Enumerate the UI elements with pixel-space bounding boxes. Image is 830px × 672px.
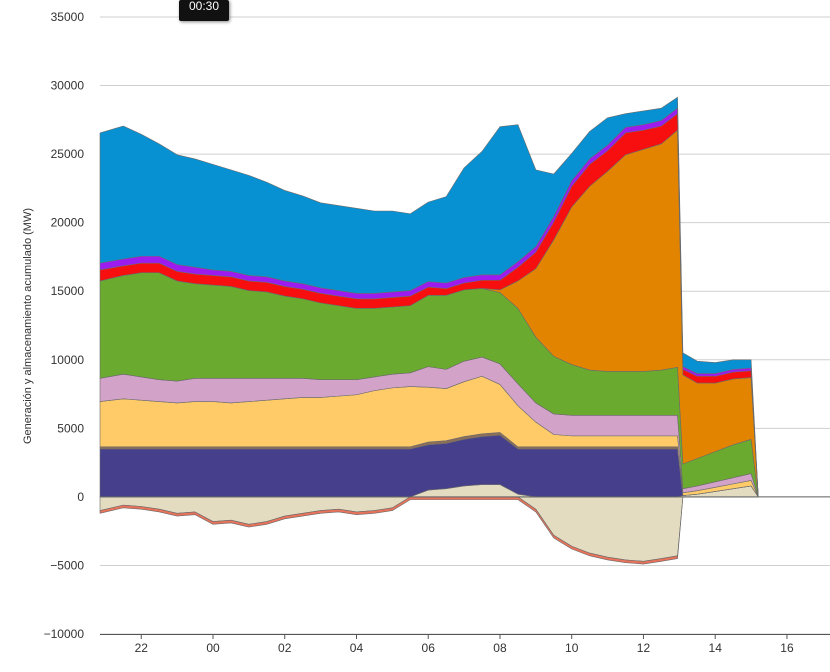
x-tick-label-8: 14 bbox=[709, 641, 723, 655]
x-tick-label-6: 10 bbox=[565, 641, 579, 655]
x-axis: 22 00 02 04 06 08 10 12 14 16 bbox=[100, 634, 830, 655]
x-tick-label-9: 16 bbox=[780, 641, 794, 655]
y-tick-label-5: 10000 bbox=[51, 353, 85, 367]
x-tick-label-3: 04 bbox=[350, 641, 364, 655]
y-tick-label-3: 20000 bbox=[51, 216, 85, 230]
negative-area-series-0 bbox=[99, 496, 759, 562]
y-tick-label-9: −10000 bbox=[44, 627, 85, 641]
y-axis-title: Generación y almacenamiento acumulado (M… bbox=[22, 208, 34, 444]
x-tick-label-1: 00 bbox=[206, 641, 220, 655]
y-tick-label-8: −5000 bbox=[50, 558, 84, 572]
y-tick-label-6: 5000 bbox=[57, 421, 84, 435]
x-tick-label-2: 02 bbox=[278, 641, 292, 655]
time-tooltip: 00:30 bbox=[179, 0, 229, 21]
x-tick-label-0: 22 bbox=[135, 641, 149, 655]
x-tick-label-5: 08 bbox=[493, 641, 507, 655]
tooltip-time: 00:30 bbox=[188, 0, 220, 13]
y-tick-label-7: 0 bbox=[77, 490, 84, 504]
x-tick-label-7: 12 bbox=[637, 641, 651, 655]
y-tick-label-0: 35000 bbox=[51, 10, 85, 24]
y-axis: 35000 30000 25000 20000 15000 10000 5000 0 −5000… bbox=[44, 10, 85, 641]
x-tick-label-4: 06 bbox=[422, 641, 436, 655]
area-series-9 bbox=[99, 96, 759, 498]
y-tick-label-1: 30000 bbox=[51, 79, 85, 93]
area-series bbox=[99, 96, 830, 565]
y-tick-label-2: 25000 bbox=[51, 147, 85, 161]
y-tick-label-4: 15000 bbox=[51, 284, 85, 298]
